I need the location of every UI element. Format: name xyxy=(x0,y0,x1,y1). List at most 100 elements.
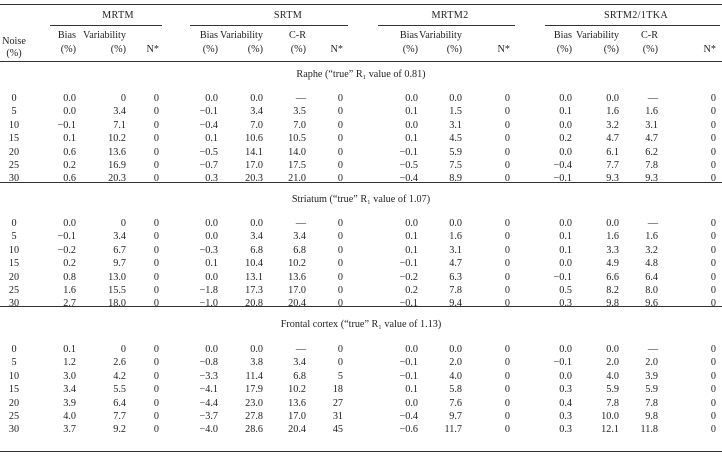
column-unit: (%) xyxy=(290,44,306,55)
table-cell: 0 xyxy=(120,218,126,229)
table-cell: 0 xyxy=(504,272,510,283)
table-cell: 0 xyxy=(710,411,716,422)
column-header: Bias xyxy=(199,30,218,41)
table-cell: — xyxy=(647,93,658,104)
table-cell: 0 xyxy=(153,258,159,269)
group-header: MRTM xyxy=(102,10,134,21)
table-cell: 0 xyxy=(504,298,510,309)
table-cell: 0.0 xyxy=(559,120,572,131)
table-cell: 0 xyxy=(153,106,159,117)
table-cell: 0 xyxy=(337,218,343,229)
column-header: Variability xyxy=(82,30,126,41)
table-cell: 0.0 xyxy=(250,344,263,355)
table-cell: −0.4 xyxy=(553,160,572,171)
noise-level-cell: 0 xyxy=(11,93,17,104)
table-cell: 0.0 xyxy=(205,218,218,229)
column-unit: N* xyxy=(146,44,159,55)
table-cell: 0 xyxy=(504,231,510,242)
table-cell: 0 xyxy=(337,173,343,184)
table-cell: 3.4 xyxy=(63,384,76,395)
table-cell: 0 xyxy=(710,93,716,104)
table-cell: 14.0 xyxy=(288,147,306,158)
noise-level-cell: 20 xyxy=(8,147,20,158)
noise-level-cell: 30 xyxy=(8,173,20,184)
table-cell: 0 xyxy=(504,424,510,435)
table-cell: 0 xyxy=(504,344,510,355)
table-cell: 0.3 xyxy=(205,173,218,184)
column-unit: (%) xyxy=(556,44,572,55)
table-cell: 20.4 xyxy=(288,298,306,309)
table-cell: 0 xyxy=(504,173,510,184)
column-unit: (%) xyxy=(110,44,126,55)
table-cell: 13.6 xyxy=(288,272,306,283)
table-cell: 1.6 xyxy=(645,106,658,117)
table-cell: 13.0 xyxy=(108,272,126,283)
table-cell: 2.7 xyxy=(63,298,76,309)
table-cell: −0.1 xyxy=(199,106,218,117)
section-divider xyxy=(0,182,722,183)
table-cell: 0 xyxy=(504,285,510,296)
table-cell: 10.0 xyxy=(601,411,619,422)
table-cell: 0.3 xyxy=(559,384,572,395)
table-cell: 4.7 xyxy=(606,133,619,144)
noise-level-cell: 30 xyxy=(8,298,20,309)
table-cell: 0.0 xyxy=(449,344,462,355)
table-cell: 0.3 xyxy=(559,298,572,309)
table-cell: −1.8 xyxy=(199,285,218,296)
table-cell: 16.9 xyxy=(108,160,126,171)
table-cell: 0.0 xyxy=(559,93,572,104)
table-cell: 0 xyxy=(153,245,159,256)
noise-level-cell: 25 xyxy=(8,285,20,296)
table-cell: 3.1 xyxy=(645,120,658,131)
table-cell: 0.8 xyxy=(63,272,76,283)
noise-level-cell: 25 xyxy=(8,160,20,171)
table-cell: 0 xyxy=(337,298,343,309)
table-top-rule xyxy=(0,4,722,6)
table-cell: −0.1 xyxy=(399,258,418,269)
table-cell: 9.7 xyxy=(449,411,462,422)
table-cell: 0 xyxy=(337,147,343,158)
table-cell: 0.0 xyxy=(449,218,462,229)
table-cell: 0.0 xyxy=(205,344,218,355)
table-cell: 0 xyxy=(504,133,510,144)
table-cell: 0 xyxy=(153,298,159,309)
table-cell: 0 xyxy=(504,384,510,395)
table-cell: 0 xyxy=(710,384,716,395)
table-cell: 10.6 xyxy=(245,133,263,144)
table-cell: −0.3 xyxy=(199,245,218,256)
table-cell: 20.3 xyxy=(108,173,126,184)
table-cell: 0.0 xyxy=(559,218,572,229)
column-header: Variability xyxy=(418,30,462,41)
table-cell: 8.9 xyxy=(449,173,462,184)
noise-level-cell: 5 xyxy=(11,231,17,242)
table-cell: 0 xyxy=(710,160,716,171)
table-cell: 9.7 xyxy=(113,258,126,269)
noise-level-cell: 15 xyxy=(8,258,20,269)
table-cell: −0.2 xyxy=(57,245,76,256)
table-cell: 3.2 xyxy=(606,120,619,131)
table-cell: 8.2 xyxy=(606,285,619,296)
table-cell: 0 xyxy=(153,398,159,409)
table-cell: 3.4 xyxy=(250,106,263,117)
table-cell: 0 xyxy=(153,424,159,435)
table-cell: 7.8 xyxy=(606,398,619,409)
table-cell: 0.1 xyxy=(405,106,418,117)
table-cell: 4.7 xyxy=(645,133,658,144)
group-header: SRTM xyxy=(273,10,303,21)
table-cell: 0.0 xyxy=(606,344,619,355)
table-cell: 4.5 xyxy=(449,133,462,144)
table-cell: 6.2 xyxy=(645,147,658,158)
table-cell: 3.4 xyxy=(293,357,306,368)
table-cell: 6.4 xyxy=(113,398,126,409)
table-cell: 1.2 xyxy=(63,357,76,368)
table-cell: 0.0 xyxy=(63,218,76,229)
table-cell: 0 xyxy=(153,371,159,382)
table-cell: 6.3 xyxy=(449,272,462,283)
table-cell: 28.6 xyxy=(245,424,263,435)
table-cell: 0 xyxy=(504,160,510,171)
table-cell: 0.0 xyxy=(205,93,218,104)
table-cell: 13.6 xyxy=(108,147,126,158)
table-cell: −0.1 xyxy=(399,147,418,158)
column-header: Variability xyxy=(219,30,263,41)
noise-level-cell: 15 xyxy=(8,133,20,144)
